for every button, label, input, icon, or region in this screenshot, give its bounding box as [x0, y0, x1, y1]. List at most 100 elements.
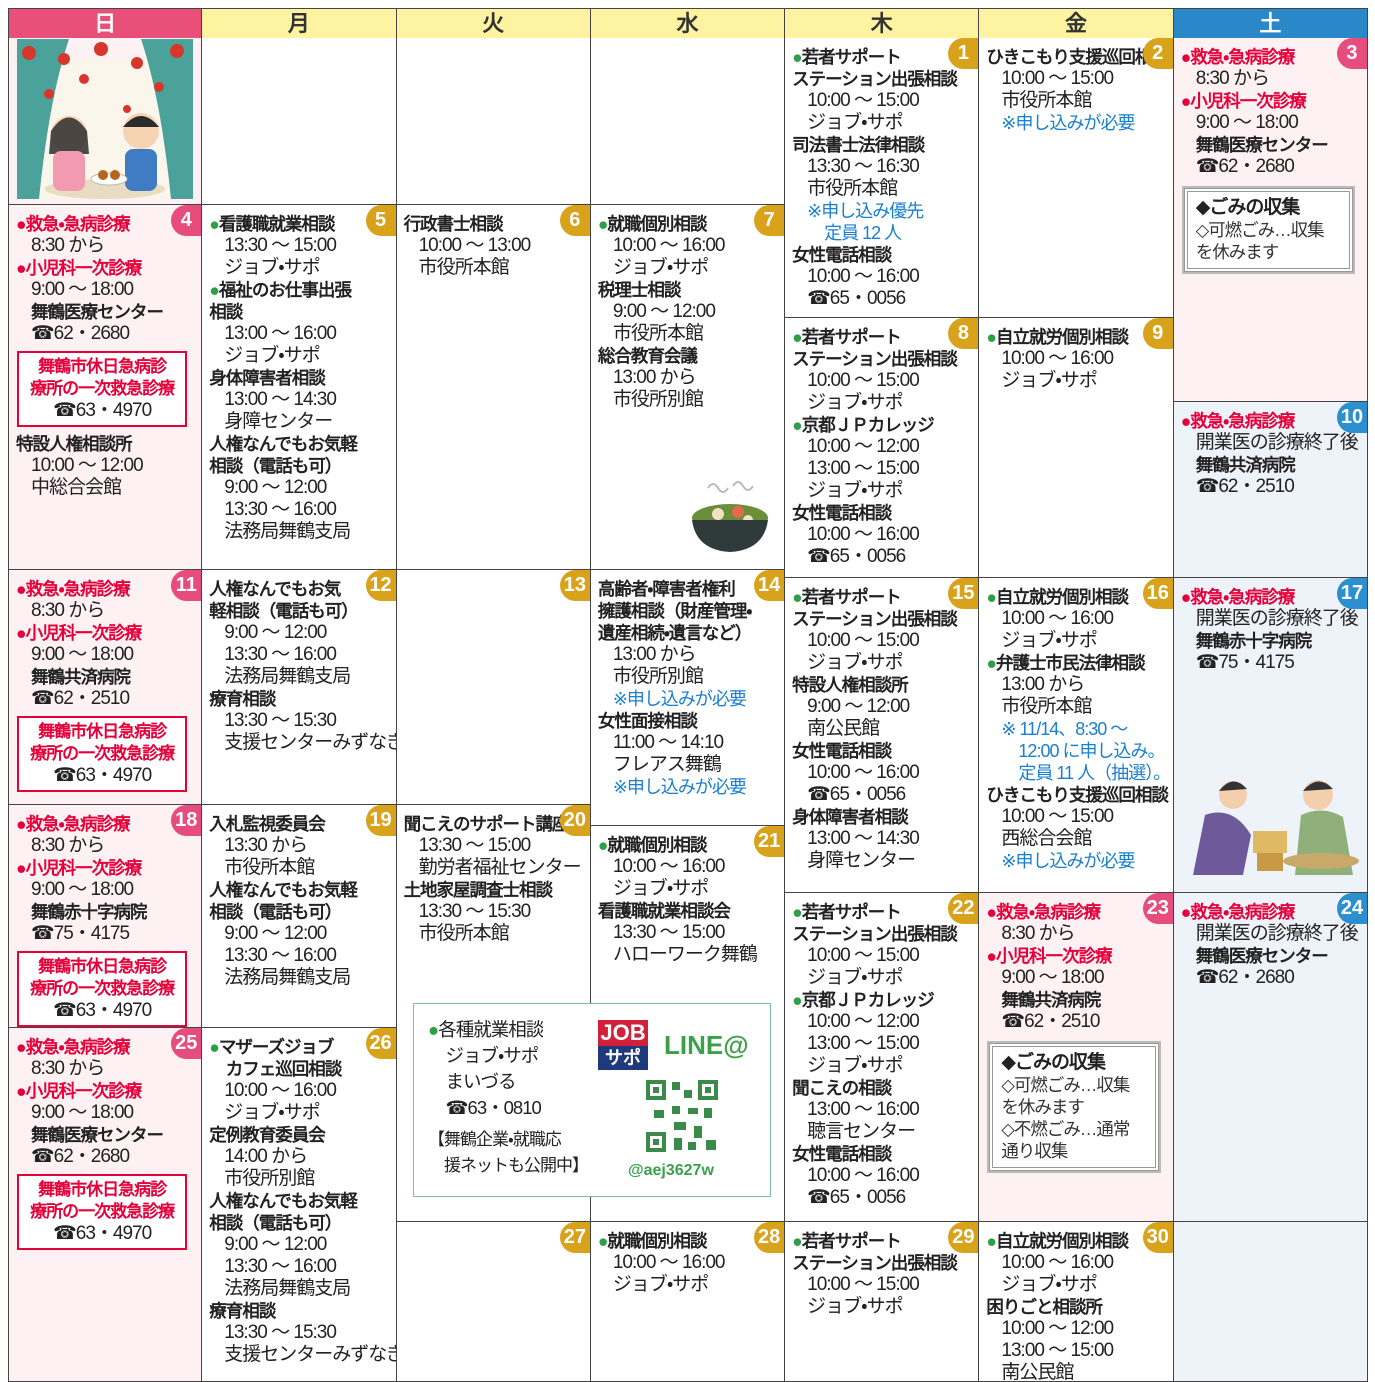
day-cell: 27 — [396, 1222, 591, 1382]
entry-body: 8:30 から — [31, 235, 105, 256]
line-handle: @aej3627w — [628, 1162, 714, 1179]
day-number: 20 — [559, 805, 590, 836]
entry-head: 軽相談（電話も可） — [209, 601, 359, 621]
weekday-header: 日 — [8, 8, 203, 38]
entry-body: ジョブ・サポ — [224, 257, 320, 278]
entry-body: 10:00 ～ 12:00 — [31, 455, 144, 476]
emergency-box: 舞鶴市休日急病診 療所の一次救急診療 ☎63・4970 — [17, 716, 188, 792]
entry-blue: ※申し込みが必要 — [612, 777, 747, 797]
entry-head: ●自立就労個別相談 — [986, 327, 1129, 347]
entry-body: 勤労者福祉センター — [418, 857, 582, 878]
entry-body: 身障センター — [807, 850, 916, 871]
entry-body: ジョブ・サポ — [1001, 370, 1097, 391]
entry-body: 10:00 ～ 13:00 — [418, 235, 532, 256]
logo-bottom: サポ — [598, 1046, 648, 1070]
entry-red: ●小児科一次診療 — [986, 946, 1112, 966]
autumn-illustration — [17, 39, 193, 199]
day-cell: 30 ●自立就労個別相談 10:00 ～ 16:00 ジョブ・サポ 困りごと相談所 10:… — [979, 1222, 1174, 1382]
entry-body: 9:00 ～ 18:00 — [1001, 967, 1104, 988]
entry-body: 14:00 から — [224, 1146, 308, 1167]
curtain-left — [17, 39, 69, 199]
entry-body: 9:00 ～ 12:00 — [807, 696, 910, 717]
entry-body: ☎62・2510 — [1001, 1011, 1100, 1032]
entry-head: 行政書士相談 — [403, 214, 504, 234]
day-cell: 10 ●救急・急病診療 開業医の診療終了後 舞鶴共済病院 ☎62・2510 — [1173, 402, 1368, 578]
day-cell: 25 ●救急・急病診療 8:30 から ●小児科一次診療 9:00 ～ 18:00 舞鶴医… — [8, 1028, 203, 1382]
entry-head: カフェ巡回相談 — [209, 1059, 343, 1079]
day-cell: 14 高齢者・障害者権利 擁護相談（財産管理・ 遺産相続・遺言など） 13:00 から市… — [590, 570, 786, 826]
entry-red: ●救急・急病診療 — [1180, 411, 1296, 431]
entry-body: 13:30 ～ 15:00 — [612, 922, 726, 943]
entry-body: 法務局舞鶴支局 — [224, 521, 351, 542]
entry-head: 人権なんでもお気軽 — [209, 434, 358, 454]
entry-body: 10:00 ～ 15:00 — [807, 630, 920, 651]
entry-body: ジョブ・サポ — [807, 392, 903, 413]
entry-body: 市役所本館 — [1001, 696, 1092, 717]
day-cell: 6 行政書士相談 10:00 ～ 13:00 市役所本館 — [396, 205, 591, 570]
entry-body: 10:00 ～ 16:00 — [1001, 1252, 1114, 1273]
entry-body: 市役所別館 — [224, 1168, 315, 1189]
entry-body: 8:30 から — [31, 1058, 105, 1079]
entry-red: ●小児科一次診療 — [16, 258, 142, 278]
day-number: 14 — [754, 570, 785, 601]
entry-red: ●小児科一次診療 — [1180, 91, 1307, 111]
curtain-right — [141, 39, 193, 199]
day-number: 5 — [365, 205, 396, 236]
entry-body: 10:00 ～ 16:00 — [612, 1252, 726, 1273]
box-line: 舞鶴市休日急病診 — [38, 357, 167, 376]
day-cell: 16 ●自立就労個別相談 10:00 ～ 16:00 ジョブ・サポ ●弁護士市民法律相談… — [979, 578, 1174, 893]
entry-body: 10:00 ～ 16:00 — [612, 235, 726, 256]
entry-red: ●救急・急病診療 — [16, 214, 131, 234]
entry-body: 開業医の診療終了後 — [1195, 923, 1359, 944]
nabe-illustration — [692, 481, 768, 552]
entry-body: 市役所本館 — [418, 257, 510, 278]
entry-body: 9:00 ～ 18:00 — [31, 644, 134, 665]
entry-body: 13:00 ～ 15:00 — [807, 458, 920, 479]
entry-body: ☎62・2680 — [31, 1146, 130, 1167]
day-cell: 7 ●就職個別相談 10:00 ～ 16:00 ジョブ・サポ 税理士相談 9:00 ～ 1… — [590, 205, 786, 570]
logo-top: JOB — [598, 1020, 648, 1046]
entry-red: ●小児科一次診療 — [16, 858, 142, 878]
entry-head: 入札監視委員会 — [209, 814, 326, 834]
day-cell: 28 ●就職個別相談 10:00 ～ 16:00 ジョブ・サポ — [590, 1222, 786, 1382]
man-body — [125, 149, 157, 191]
entry-body: 13:00 から — [612, 644, 697, 665]
job-line: 援ネットも公開中】 — [428, 1156, 588, 1175]
day-number: 30 — [1142, 1222, 1173, 1253]
entry-head: ステーション出張相談 — [792, 609, 958, 629]
day-number: 28 — [754, 1222, 785, 1253]
day-cell: 3 ●救急・急病診療 8:30 から ●小児科一次診療 9:00 ～ 18:00 舞鶴医療… — [1173, 38, 1368, 402]
box-line: を休みます — [1001, 1097, 1085, 1117]
job-line: 【舞鶴企業・就職応 — [428, 1130, 561, 1149]
weekday-header: 金 — [979, 8, 1174, 38]
box-line: ◇不燃ごみ…通常 — [1001, 1119, 1130, 1139]
entry-head: 人権なんでもお気軽 — [209, 1191, 358, 1211]
entry-body: 13:00 ～ 15:00 — [807, 1033, 920, 1054]
entry-body: ☎65・0056 — [807, 1187, 906, 1208]
entry-body: ハローワーク舞鶴 — [612, 944, 758, 965]
entry-blue: ※申し込み優先 — [807, 201, 924, 221]
shogi-board — [1253, 831, 1287, 853]
entry-body: 市役所本館 — [807, 178, 898, 199]
entry-red: ●小児科一次診療 — [16, 1081, 142, 1101]
box-line: 舞鶴市休日急病診 — [38, 957, 167, 976]
entry-head: 女性電話相談 — [792, 1144, 892, 1164]
entry-head: 身体障害者相談 — [209, 368, 326, 388]
entry-body: 13:00 ～ 14:30 — [807, 828, 920, 849]
job-line: ●各種就業相談 — [428, 1019, 544, 1040]
woman-body — [53, 151, 85, 191]
empty-cell — [1173, 1222, 1368, 1382]
day-number: 8 — [948, 318, 979, 349]
entry-body: 8:30 から — [1195, 68, 1270, 89]
entry-body: 9:00 ～ 18:00 — [31, 279, 134, 300]
entry-head: ●若者サポート — [792, 327, 902, 347]
box-line: 療所の一次救急診療 — [30, 979, 175, 998]
entry-body: 10:00 ～ 12:00 — [1001, 1318, 1114, 1339]
entry-blue: 定員 11 人（抽選）。 — [1001, 763, 1171, 783]
entry-head: ●就職個別相談 — [597, 1231, 708, 1251]
day-number: 3 — [1336, 38, 1367, 69]
entry-body: 中総合会館 — [31, 477, 122, 498]
day-cell: 9 ●自立就労個別相談 10:00 ～ 16:00 ジョブ・サポ — [979, 318, 1174, 578]
entry-body: 聴言センター — [807, 1121, 916, 1142]
